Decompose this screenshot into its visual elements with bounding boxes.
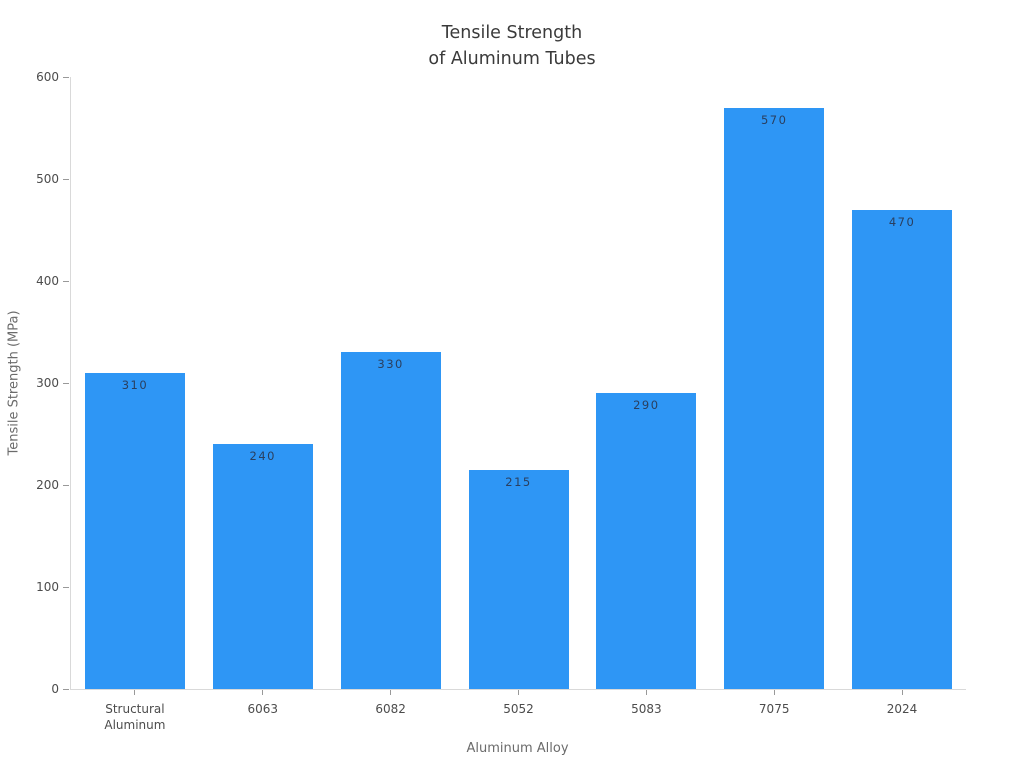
- x-tick-mark: [773, 690, 775, 695]
- x-tick-mark: [134, 690, 136, 695]
- x-tick-label: 2024: [886, 702, 918, 716]
- bar: 570: [724, 107, 825, 689]
- bar: 470: [852, 209, 953, 689]
- y-tick-mark: [63, 382, 69, 384]
- bar-value-label: 470: [888, 214, 916, 229]
- bar-value-label: 330: [377, 357, 404, 372]
- x-tick-label: 5052: [503, 702, 534, 716]
- y-tick-label: 100: [36, 580, 59, 594]
- x-tick-label: 6063: [247, 702, 279, 716]
- bar-value-label: 215: [505, 474, 532, 489]
- bar: 240: [212, 444, 313, 689]
- y-tick-label: 300: [36, 376, 59, 390]
- x-tick-label: 6082: [375, 702, 406, 716]
- bar: 290: [596, 393, 697, 689]
- x-tick-mark: [518, 690, 519, 695]
- x-axis-title: Aluminum Alloy: [466, 741, 569, 756]
- bar: 330: [340, 352, 441, 689]
- y-tick-label: 400: [36, 274, 59, 288]
- bar-value-label: 310: [121, 377, 149, 392]
- y-tick-mark: [63, 688, 69, 690]
- x-tick-mark: [262, 690, 264, 695]
- x-tick-mark: [390, 690, 392, 695]
- x-tick-label: Structural Aluminum: [104, 702, 166, 732]
- chart-title-line-2: of Aluminum Tubes: [428, 49, 596, 69]
- plot-area: 0 100 200 300 400 500 600 310 Structural Aluminu…: [36, 70, 966, 732]
- bar: 215: [468, 469, 569, 689]
- bar-value-label: 240: [249, 449, 276, 464]
- x-tick-label: 5083: [631, 702, 662, 716]
- y-tick-label: 600: [36, 70, 59, 84]
- y-tick-mark: [63, 586, 69, 588]
- y-tick-label: 500: [36, 172, 59, 186]
- chart-title: Tensile Strength of Aluminum Tubes: [0, 20, 1024, 72]
- bar-value-label: 570: [760, 112, 788, 127]
- y-tick-mark: [63, 280, 69, 282]
- x-tick-label: 7075: [758, 702, 790, 716]
- x-tick-mark: [901, 690, 903, 695]
- chart-title-line-1: Tensile Strength: [441, 23, 583, 43]
- y-tick-label: 200: [36, 478, 59, 492]
- y-tick-mark: [63, 484, 69, 486]
- bar-value-label: 290: [633, 398, 660, 413]
- x-tick-mark: [645, 690, 647, 695]
- bar: 310: [84, 372, 185, 689]
- y-tick-mark: [63, 178, 69, 180]
- y-tick-mark: [63, 76, 69, 78]
- y-tick-label: 0: [51, 682, 59, 696]
- y-axis-title: Tensile Strength (MPa): [6, 310, 22, 456]
